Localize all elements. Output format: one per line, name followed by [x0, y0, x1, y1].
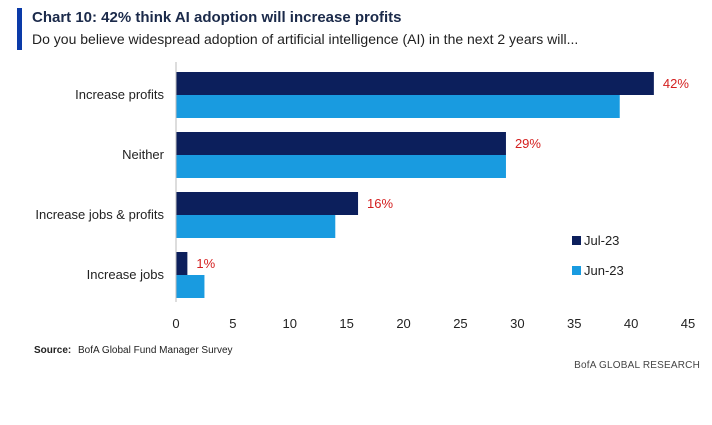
x-tick-label: 45 — [681, 316, 695, 331]
title-accent-bar — [17, 8, 22, 50]
x-tick-label: 20 — [396, 316, 410, 331]
bar-jun23-0 — [176, 95, 620, 118]
category-label: Neither — [122, 147, 165, 162]
legend-swatch-jun23 — [572, 266, 581, 275]
data-label: 29% — [515, 136, 541, 151]
legend-label: Jul-23 — [584, 233, 619, 248]
category-label: Increase jobs — [87, 267, 165, 282]
data-label: 1% — [196, 256, 215, 271]
bar-jul23-1 — [176, 132, 506, 155]
category-label: Increase jobs & profits — [35, 207, 164, 222]
x-tick-label: 5 — [229, 316, 236, 331]
bar-chart: Increase profits 42% Neither 29% Increase jo… — [35, 62, 695, 331]
x-tick-label: 35 — [567, 316, 581, 331]
source-label: Source: — [34, 345, 72, 356]
x-tick-label: 25 — [453, 316, 467, 331]
bar-jul23-2 — [176, 192, 359, 215]
source-text: BofA Global Fund Manager Survey — [78, 345, 233, 356]
x-tick-label: 0 — [172, 316, 179, 331]
x-tick-label: 30 — [510, 316, 524, 331]
bar-jun23-3 — [176, 275, 205, 298]
source-note: Source: BofA Global Fund Manager Survey — [34, 345, 233, 356]
legend-swatch-jul23 — [572, 236, 581, 245]
bar-jul23-0 — [176, 72, 654, 95]
chart-title: Chart 10: 42% think AI adoption will inc… — [32, 9, 402, 26]
x-tick-label: 15 — [339, 316, 353, 331]
brand-footer: BofA GLOBAL RESEARCH — [574, 360, 700, 371]
x-tick-label: 10 — [283, 316, 297, 331]
bar-jul23-3 — [176, 252, 188, 275]
data-label: 42% — [663, 76, 689, 91]
x-tick-label: 40 — [624, 316, 638, 331]
chart-subtitle: Do you believe widespread adoption of ar… — [32, 31, 579, 47]
category-label: Increase profits — [75, 87, 164, 102]
data-label: 16% — [367, 196, 393, 211]
bar-jun23-1 — [176, 155, 506, 178]
legend-label: Jun-23 — [584, 263, 624, 278]
bar-jun23-2 — [176, 215, 336, 238]
